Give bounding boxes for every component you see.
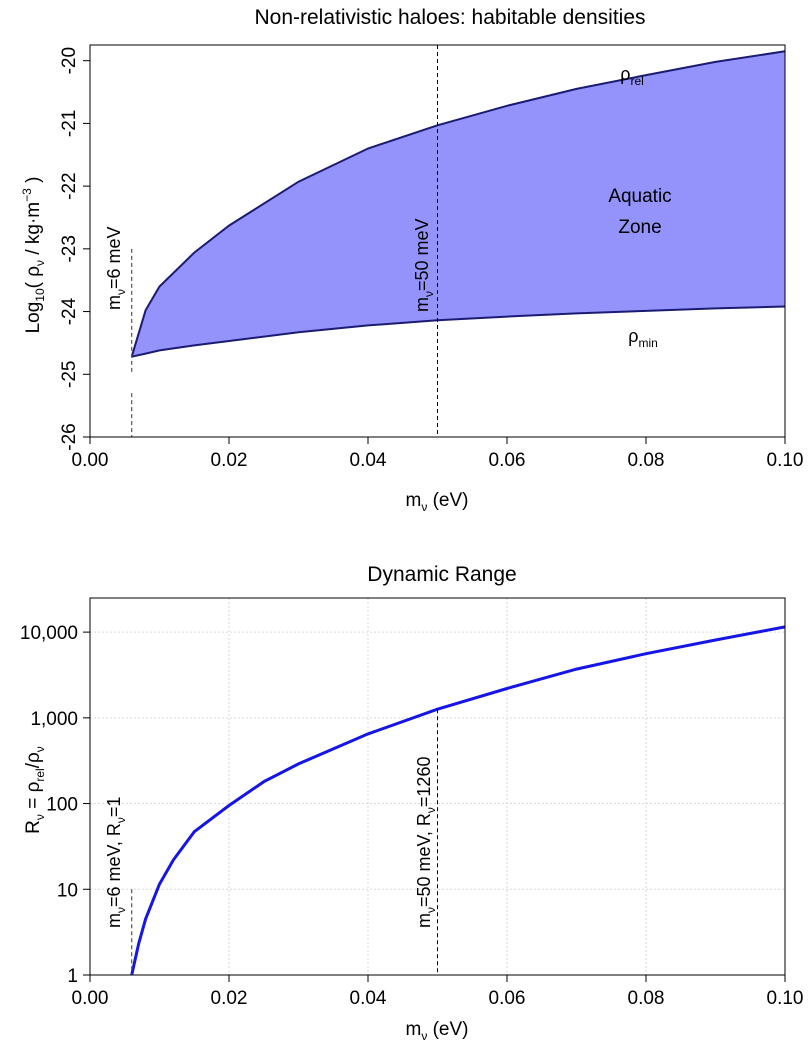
aquatic-label: Aquatic: [608, 186, 671, 207]
dynamic-range-curve: [130, 625, 786, 976]
top-y-label-unit: / kg·m: [23, 202, 44, 260]
annot-6mev-r1-rest: =6 meV, R: [104, 823, 124, 907]
top-y-axis: -26 -25 -24 -23 -22 -21 -20: [59, 47, 90, 451]
top-plot-frame: [89, 44, 786, 438]
rho-min-curve: [131, 305, 786, 358]
top-y-label-sup: −3: [20, 188, 34, 202]
bottom-x-tick-label: 0.08: [628, 988, 665, 1009]
top-x-tick-label: 0.06: [489, 450, 526, 471]
top-x-tick-label: 0.04: [350, 450, 387, 471]
annot-50mev-m: m: [412, 297, 432, 312]
annot-6mev-m: m: [104, 295, 124, 310]
top-x-label-unit: (eV): [427, 490, 468, 511]
top-y-tick-label: -25: [59, 361, 80, 388]
bottom-y-label-rel: rel: [33, 768, 47, 781]
bottom-y-label-eq: = ρ: [23, 781, 44, 814]
top-y-tick-label: -20: [59, 47, 80, 74]
bottom-y-tick-label: 100: [46, 795, 78, 816]
bottom-y-axis: 1 10 100 1,000 10,000: [20, 623, 90, 987]
rho-rel-symbol: ρ: [620, 64, 630, 84]
annot-50mev-r-sub: ν: [424, 907, 438, 913]
bottom-y-tick-label: 10: [57, 880, 78, 901]
bottom-title: Dynamic Range: [367, 563, 516, 586]
top-y-tick-label: -26: [59, 423, 80, 450]
bottom-y-tick-label: 1,000: [30, 709, 78, 730]
annot-6mev-r1-rest2: =1: [104, 797, 124, 818]
bottom-plot-frame: [89, 597, 786, 976]
rho-min-symbol: ρ: [628, 326, 638, 346]
top-y-label-sub: 10: [33, 288, 47, 302]
top-x-axis: 0.00 0.02 0.04 0.06 0.08 0.10: [72, 437, 804, 471]
annot-6mev-r1: mν=6 meV, Rν=1: [104, 797, 128, 928]
top-y-tick-label: -21: [59, 110, 80, 137]
bottom-x-label-sub: ν: [421, 1029, 427, 1043]
bottom-y-tick-label: 10,000: [20, 623, 78, 644]
bottom-x-label-m: m: [405, 1019, 421, 1040]
top-y-label-end: ): [23, 177, 44, 189]
top-y-tick-label: -22: [59, 172, 80, 199]
annot-6mev-r1-sub: ν: [114, 907, 128, 913]
annot-6mev: mν=6 meV: [104, 226, 128, 310]
annot-50mev-r-rest2: =1260: [414, 757, 434, 808]
top-panel: Non-relativistic haloes: habitable densi…: [20, 6, 803, 514]
bottom-x-tick-label: 0.02: [211, 988, 248, 1009]
rho-rel-label: ρrel: [620, 64, 644, 88]
bottom-x-tick-label: 0.04: [350, 988, 387, 1009]
bottom-x-axis: 0.00 0.02 0.04 0.06 0.08 0.10: [72, 975, 804, 1009]
top-x-tick-label: 0.00: [72, 450, 109, 471]
top-x-tick-label: 0.10: [767, 450, 804, 471]
annot-6mev-sub: ν: [114, 289, 128, 295]
bottom-panel: Dynamic Range 0.00 0.02 0.04 0.06 0.08 0.10 1…: [20, 563, 804, 1043]
top-x-label-sub: ν: [421, 500, 427, 514]
bottom-y-label: Rν = ρrel/ρν: [23, 746, 47, 834]
annot-50mev-r1260: mν=50 meV, Rν=1260: [414, 757, 438, 928]
rho-rel-sub: rel: [630, 74, 643, 88]
bottom-x-tick-label: 0.10: [767, 988, 804, 1009]
top-y-label-log: Log: [23, 302, 44, 334]
annot-50mev-r-m: m: [414, 913, 434, 928]
top-y-label-nu: ν: [33, 260, 47, 266]
rho-rel-curve: [130, 50, 786, 357]
top-x-tick-label: 0.02: [211, 450, 248, 471]
top-x-tick-label: 0.08: [628, 450, 665, 471]
annot-6mev-r1-m: m: [104, 913, 124, 928]
top-x-label-m: m: [405, 490, 421, 511]
annot-50mev: mν=50 meV: [412, 218, 436, 312]
rho-min-label: ρmin: [628, 326, 658, 350]
zone-label: Zone: [618, 217, 661, 238]
rho-min-sub: min: [638, 336, 657, 350]
bottom-y-tick-label: 1: [67, 966, 78, 987]
top-y-tick-label: -24: [59, 297, 80, 325]
annot-50mev-r-rest: =50 meV, R: [414, 813, 434, 907]
annot-50mev-r-sub2: ν: [424, 807, 438, 813]
annot-50mev-rest: =50 meV: [412, 218, 432, 291]
bottom-y-label-r: R: [23, 820, 44, 834]
bottom-x-tick-label: 0.00: [72, 988, 109, 1009]
bottom-y-label-div: /ρ: [23, 752, 44, 768]
bottom-x-label-unit: (eV): [427, 1019, 468, 1040]
top-y-label-rho: ( ρ: [23, 266, 44, 289]
habitable-area-fill: [131, 51, 785, 357]
annot-50mev-sub: ν: [422, 291, 436, 297]
bottom-y-label-nu: ν: [33, 746, 47, 752]
bottom-x-label: mν (eV): [405, 1019, 468, 1043]
annot-6mev-r1-sub2: ν: [114, 817, 128, 823]
bottom-y-label-sub: ν: [33, 814, 47, 820]
top-title: Non-relativistic haloes: habitable densi…: [254, 6, 645, 29]
top-y-tick-label: -23: [59, 235, 80, 262]
bottom-x-tick-label: 0.06: [489, 988, 526, 1009]
top-y-label: Log10( ρν / kg·m−3 ): [20, 177, 47, 334]
annot-6mev-rest: =6 meV: [104, 226, 124, 289]
top-x-label: mν (eV): [405, 490, 468, 514]
